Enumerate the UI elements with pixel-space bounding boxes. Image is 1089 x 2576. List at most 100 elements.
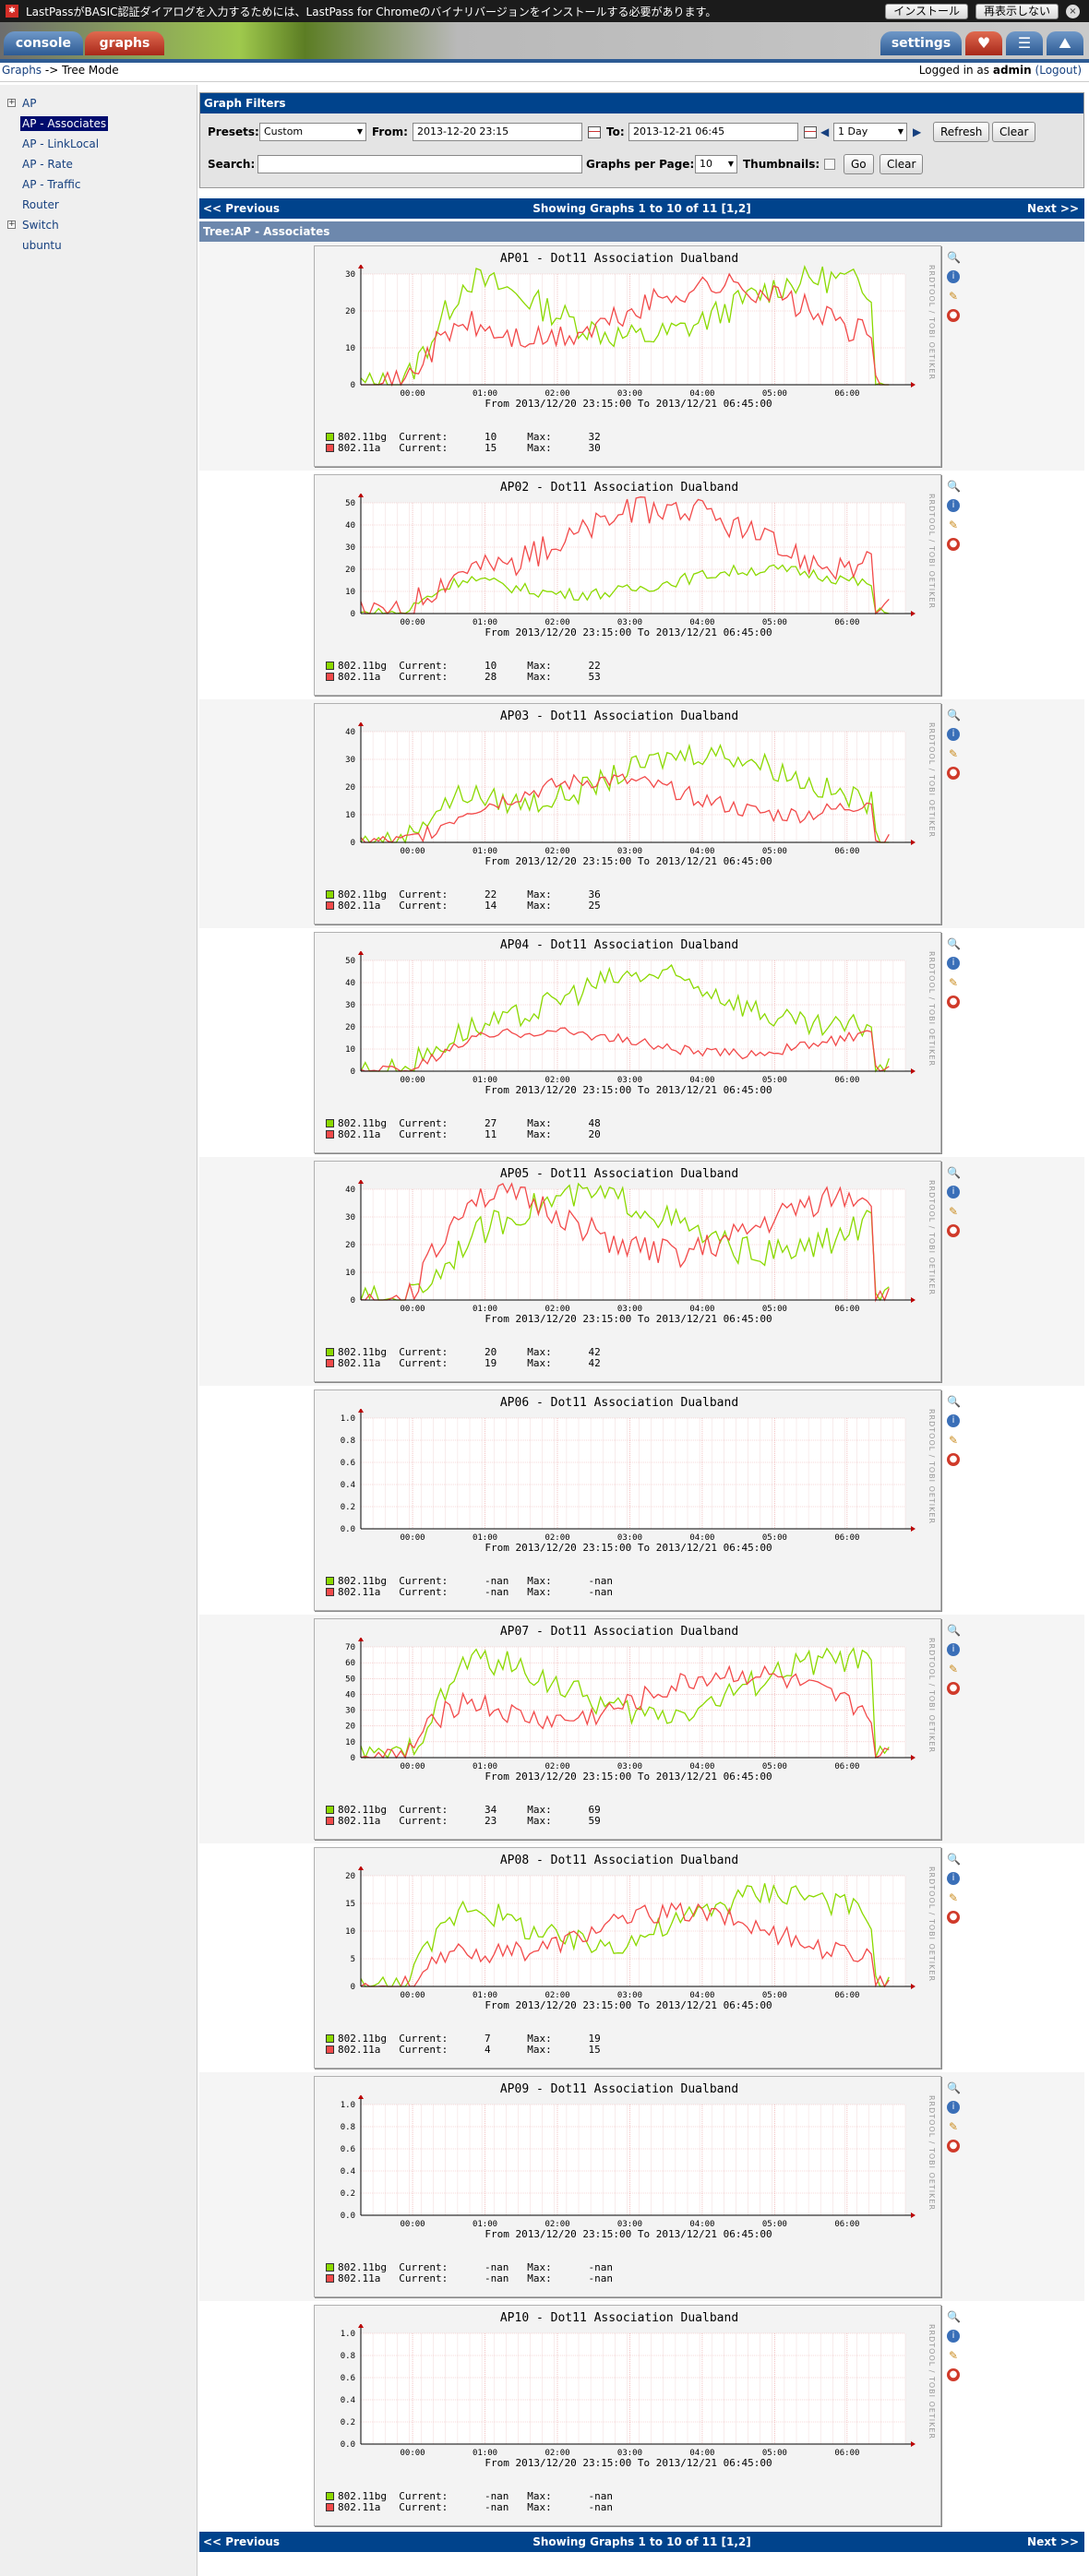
graph-image[interactable]: AP09 - Dot11 Association Dualband RRDTOOL…: [314, 2076, 941, 2297]
graph-image[interactable]: AP08 - Dot11 Association Dualband RRDTOOL…: [314, 1847, 941, 2069]
timespan-select[interactable]: 1 Day: [833, 123, 907, 141]
zoom-icon[interactable]: 🔍: [947, 1853, 961, 1866]
edit-icon[interactable]: ✎: [948, 976, 959, 989]
tab-graphs[interactable]: graphs: [85, 31, 164, 55]
edit-icon[interactable]: ✎: [948, 747, 959, 760]
info-icon[interactable]: i: [947, 499, 960, 512]
zoom-icon[interactable]: 🔍: [947, 709, 961, 722]
graph-image[interactable]: AP03 - Dot11 Association Dualband RRDTOOL…: [314, 703, 941, 924]
info-icon[interactable]: i: [947, 270, 960, 283]
graph-image[interactable]: AP02 - Dot11 Association Dualband RRDTOOL…: [314, 474, 941, 696]
from-input[interactable]: 2013-12-20 23:15: [413, 123, 582, 141]
close-icon[interactable]: ×: [1066, 4, 1080, 18]
edit-icon[interactable]: ✎: [948, 519, 959, 531]
zoom-icon[interactable]: 🔍: [947, 2310, 961, 2323]
zoom-icon[interactable]: 🔍: [947, 251, 961, 264]
from-calendar-icon[interactable]: [588, 126, 601, 138]
info-icon[interactable]: i: [947, 2101, 960, 2114]
delete-icon[interactable]: ●: [947, 996, 960, 1008]
previous-page-link[interactable]: << Previous: [203, 2535, 281, 2548]
to-calendar-icon[interactable]: [804, 126, 817, 138]
next-page-link[interactable]: Next >>: [1027, 2535, 1079, 2548]
x-tick-label: 04:00: [689, 1305, 714, 1314]
info-icon[interactable]: i: [947, 1186, 960, 1199]
graph-image[interactable]: AP01 - Dot11 Association Dualband RRDTOOL…: [314, 245, 941, 467]
next-page-link[interactable]: Next >>: [1027, 202, 1079, 215]
delete-icon[interactable]: ●: [947, 2368, 960, 2381]
x-tick-label: 01:00: [473, 389, 497, 399]
presets-select[interactable]: Custom: [259, 123, 366, 141]
tree-item-switch[interactable]: Switch: [22, 219, 59, 232]
delete-icon[interactable]: ●: [947, 1682, 960, 1695]
delete-icon[interactable]: ●: [947, 767, 960, 780]
info-icon[interactable]: i: [947, 1872, 960, 1885]
legend-text: 802.11a Current: 15 Max: 30: [338, 442, 601, 454]
graphs-per-page-select[interactable]: 10: [695, 155, 737, 173]
edit-icon[interactable]: ✎: [948, 290, 959, 303]
edit-icon[interactable]: ✎: [948, 2120, 959, 2133]
tree-item-ap-associates[interactable]: AP - Associates: [20, 116, 109, 131]
x-tick-label: 00:00: [401, 1305, 425, 1314]
info-icon[interactable]: i: [947, 1414, 960, 1427]
zoom-icon[interactable]: 🔍: [947, 1624, 961, 1637]
search-input[interactable]: [257, 155, 582, 173]
delete-icon[interactable]: ●: [947, 309, 960, 322]
tree-view-icon[interactable]: ♥: [965, 31, 1002, 55]
tab-console[interactable]: console: [4, 31, 83, 55]
delete-icon[interactable]: ●: [947, 538, 960, 551]
delete-icon[interactable]: ●: [947, 2140, 960, 2153]
list-view-icon[interactable]: ☰: [1006, 31, 1043, 55]
info-icon[interactable]: i: [947, 1643, 960, 1656]
graph-image[interactable]: AP04 - Dot11 Association Dualband RRDTOOL…: [314, 932, 941, 1153]
refresh-button[interactable]: Refresh: [933, 122, 990, 142]
tab-settings[interactable]: settings: [880, 31, 962, 55]
graph-image[interactable]: AP05 - Dot11 Association Dualband RRDTOOL…: [314, 1161, 941, 1382]
tree-item-router[interactable]: Router: [22, 198, 59, 211]
zoom-icon[interactable]: 🔍: [947, 1395, 961, 1408]
edit-icon[interactable]: ✎: [948, 1205, 959, 1218]
graph-image[interactable]: AP10 - Dot11 Association Dualband RRDTOOL…: [314, 2305, 941, 2526]
zoom-icon[interactable]: 🔍: [947, 1166, 961, 1179]
tree-item-ap-linklocal[interactable]: AP - LinkLocal: [22, 137, 100, 150]
shift-left-icon[interactable]: ◀: [820, 125, 830, 138]
shift-right-icon[interactable]: ▶: [913, 125, 922, 138]
zoom-icon[interactable]: 🔍: [947, 937, 961, 950]
tree-expander-ap[interactable]: +: [7, 98, 16, 107]
graph-row: AP04 - Dot11 Association Dualband RRDTOOL…: [199, 928, 1084, 1157]
tree-item-ap[interactable]: AP: [22, 97, 37, 110]
info-icon[interactable]: i: [947, 728, 960, 741]
breadcrumb-graphs-link[interactable]: Graphs: [2, 64, 42, 77]
zoom-icon[interactable]: 🔍: [947, 2081, 961, 2094]
edit-icon[interactable]: ✎: [948, 2349, 959, 2362]
zoom-icon[interactable]: 🔍: [947, 480, 961, 493]
edit-icon[interactable]: ✎: [948, 1663, 959, 1676]
delete-icon[interactable]: ●: [947, 1224, 960, 1237]
edit-icon[interactable]: ✎: [948, 1891, 959, 1904]
clear-timespan-button[interactable]: Clear: [992, 122, 1036, 142]
info-icon[interactable]: i: [947, 2330, 960, 2343]
lastpass-dismiss-button[interactable]: 再表示しない: [975, 3, 1059, 19]
go-button[interactable]: Go: [844, 154, 874, 174]
series-line-a: [360, 496, 890, 615]
y-tick-label: 5: [351, 1955, 355, 1964]
delete-icon[interactable]: ●: [947, 1911, 960, 1924]
logout-link[interactable]: (Logout): [1035, 64, 1082, 77]
tree-expander-switch[interactable]: +: [7, 220, 16, 229]
clear-search-button[interactable]: Clear: [880, 154, 924, 174]
preview-view-icon[interactable]: ⛰: [1047, 31, 1083, 55]
previous-page-link[interactable]: << Previous: [203, 202, 281, 215]
tree-item-ap-rate[interactable]: AP - Rate: [22, 158, 73, 171]
x-tick-label: 00:00: [401, 847, 425, 856]
tree-item-ubuntu[interactable]: ubuntu: [22, 239, 62, 252]
tree-item-ap-traffic[interactable]: AP - Traffic: [22, 178, 81, 191]
to-input[interactable]: 2013-12-21 06:45: [628, 123, 798, 141]
thumbnails-label: Thumbnails:: [743, 158, 820, 171]
graph-image[interactable]: AP06 - Dot11 Association Dualband RRDTOOL…: [314, 1389, 941, 1611]
lastpass-install-button[interactable]: インストール: [885, 3, 968, 19]
delete-icon[interactable]: ●: [947, 1453, 960, 1466]
edit-icon[interactable]: ✎: [948, 1434, 959, 1447]
graph-image[interactable]: AP07 - Dot11 Association Dualband RRDTOOL…: [314, 1618, 941, 1840]
x-tick-label: 03:00: [617, 2220, 642, 2229]
info-icon[interactable]: i: [947, 957, 960, 970]
thumbnails-checkbox[interactable]: [824, 159, 835, 170]
